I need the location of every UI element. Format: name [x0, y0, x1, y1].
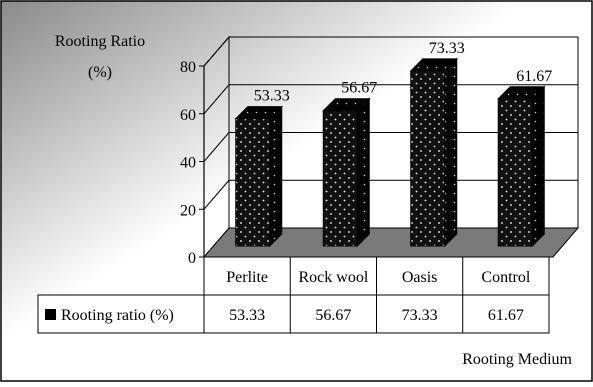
- table-value-cell: 73.33: [402, 307, 438, 324]
- bars: 53.33 56.67 73.33 61.67: [234, 40, 552, 248]
- bar-side: [269, 105, 283, 248]
- bar-front: [497, 98, 533, 247]
- gridline-side: [203, 132, 230, 162]
- legend-label: Rooting ratio (%): [61, 307, 174, 324]
- bar-front: [322, 110, 358, 247]
- y-tick-label: 40: [180, 155, 196, 172]
- bar: [497, 85, 546, 248]
- bar-front: [410, 70, 446, 247]
- y-tick-label: 80: [180, 59, 196, 76]
- bar-side: [444, 57, 458, 248]
- bar: [322, 97, 371, 248]
- legend-swatch: [45, 309, 56, 320]
- bar-front: [235, 118, 271, 247]
- bar-top: [322, 98, 371, 112]
- x-category-label: Perlite: [226, 269, 268, 286]
- bar: [409, 57, 458, 248]
- bar-side: [531, 85, 545, 248]
- data-table: Perlite 53.33 Rock wool 56.67 Oasis 73.33 Cont…: [37, 256, 550, 334]
- bar: [234, 105, 283, 248]
- y-tick-label: 0: [188, 250, 196, 267]
- bar-value-label: 61.67: [516, 68, 552, 85]
- table-value-row: [37, 294, 550, 334]
- bar-top: [409, 58, 458, 72]
- bar-value-label: 53.33: [254, 88, 290, 105]
- bar-side: [356, 97, 370, 248]
- table-value-cell: 53.33: [229, 307, 265, 324]
- y-tick-label: 60: [180, 107, 196, 124]
- bar-value-label: 56.67: [341, 80, 377, 97]
- bar-top: [234, 106, 283, 120]
- table-value-cell: 61.67: [488, 307, 524, 324]
- table-value-cell: 56.67: [315, 307, 351, 324]
- y-axis-title-line1: Rooting Ratio: [55, 33, 145, 50]
- gridline-side: [203, 84, 230, 115]
- y-tick-label: 20: [180, 202, 196, 219]
- y-axis-title-line2: (%): [88, 64, 112, 81]
- x-axis-title: Rooting Medium: [462, 351, 572, 368]
- bar-value-label: 73.33: [429, 40, 465, 57]
- bar-top: [497, 86, 546, 100]
- x-category-label: Rock wool: [298, 269, 368, 286]
- y-axis: 0 20 40 60 80: [180, 59, 205, 267]
- gridline-side: [203, 179, 230, 210]
- gridline-side: [203, 36, 230, 67]
- x-category-label: Oasis: [402, 269, 438, 286]
- x-category-label: Control: [481, 269, 530, 286]
